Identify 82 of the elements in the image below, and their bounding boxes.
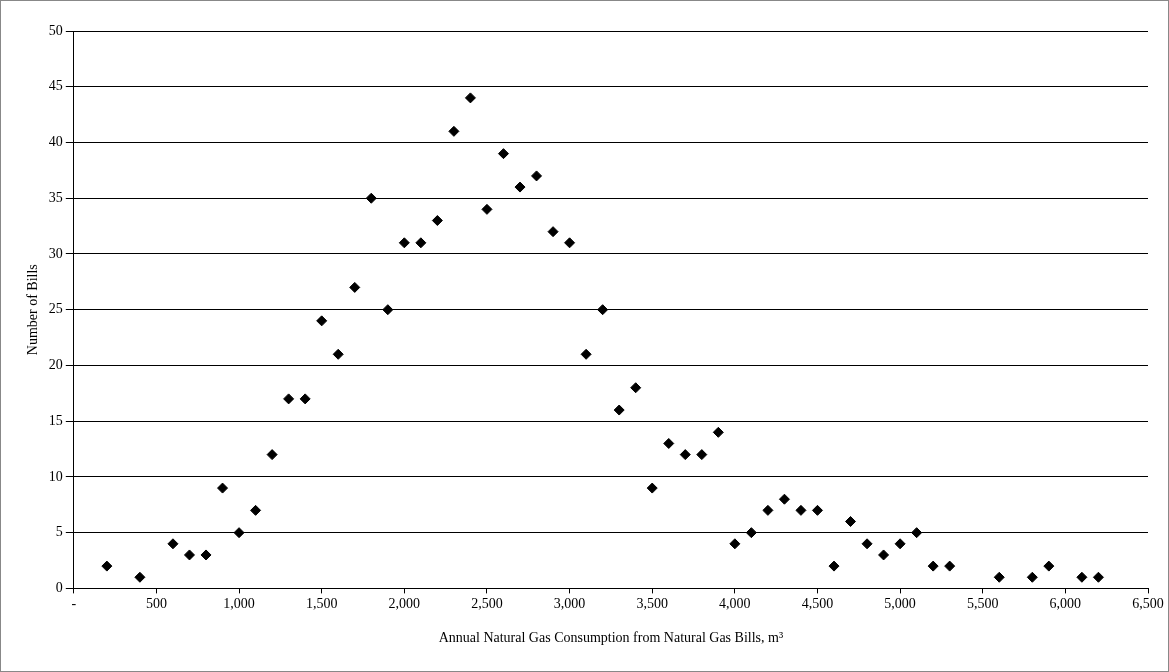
x-tick-label: 3,000 bbox=[553, 596, 586, 612]
point bbox=[795, 504, 807, 516]
y-tick-label: 35 bbox=[48, 189, 63, 205]
point bbox=[481, 203, 493, 215]
point bbox=[1076, 571, 1088, 583]
x-tick-label: 500 bbox=[145, 596, 167, 612]
point bbox=[299, 393, 311, 405]
point bbox=[382, 304, 394, 316]
point bbox=[663, 437, 675, 449]
point bbox=[878, 549, 890, 561]
x-tick-label: 3,500 bbox=[636, 596, 668, 612]
point bbox=[365, 192, 377, 204]
point bbox=[911, 527, 923, 539]
point bbox=[646, 482, 658, 494]
point bbox=[431, 215, 443, 227]
x-tick-label: 2,000 bbox=[388, 596, 421, 612]
point bbox=[778, 493, 790, 505]
point bbox=[316, 315, 328, 327]
point bbox=[828, 560, 840, 572]
point bbox=[845, 516, 857, 528]
x-tick-label: 6,500 bbox=[1132, 596, 1164, 612]
y-tick-label: 25 bbox=[48, 301, 63, 317]
x-tick-label: 5,500 bbox=[966, 596, 999, 612]
point bbox=[266, 449, 278, 461]
point bbox=[894, 538, 906, 550]
point bbox=[993, 571, 1005, 583]
y-tick-label: 40 bbox=[48, 134, 63, 150]
point bbox=[1026, 571, 1038, 583]
point bbox=[183, 549, 195, 561]
x-tick-label: 5,000 bbox=[884, 596, 916, 612]
point bbox=[861, 538, 873, 550]
x-tick-label: 1,000 bbox=[223, 596, 255, 612]
point bbox=[464, 92, 476, 104]
x-tick-label: 6,000 bbox=[1049, 596, 1082, 612]
point bbox=[927, 560, 939, 572]
x-tick-label: 4,000 bbox=[719, 596, 751, 612]
y-tick-label: 10 bbox=[48, 468, 63, 484]
y-tick-label: 45 bbox=[48, 78, 63, 94]
point bbox=[679, 449, 691, 461]
point bbox=[597, 304, 609, 316]
point bbox=[762, 504, 774, 516]
point bbox=[200, 549, 212, 561]
point bbox=[696, 449, 708, 461]
point bbox=[415, 237, 427, 249]
point bbox=[580, 348, 592, 360]
point bbox=[448, 125, 460, 137]
y-tick-label: 20 bbox=[48, 357, 63, 373]
point bbox=[217, 482, 229, 494]
point bbox=[745, 527, 757, 539]
y-tick-label: 5 bbox=[55, 524, 63, 540]
point bbox=[233, 527, 245, 539]
y-tick-label: 50 bbox=[48, 22, 63, 38]
x-tick-label: - bbox=[71, 596, 77, 612]
x-axis-title: Annual Natural Gas Consumption from Natural Gas Bills, m³ bbox=[438, 630, 784, 646]
point bbox=[497, 148, 509, 160]
point bbox=[613, 404, 625, 416]
point bbox=[514, 181, 526, 193]
point bbox=[564, 237, 576, 249]
point bbox=[630, 382, 642, 394]
x-tick-label: 1,500 bbox=[305, 596, 338, 612]
point bbox=[134, 571, 146, 583]
point bbox=[283, 393, 295, 405]
point bbox=[349, 281, 361, 293]
point bbox=[1092, 571, 1104, 583]
point bbox=[712, 426, 724, 438]
y-tick-label: 15 bbox=[48, 412, 63, 428]
point bbox=[101, 560, 113, 572]
point bbox=[531, 170, 543, 182]
point bbox=[944, 560, 956, 572]
point bbox=[332, 348, 344, 360]
point bbox=[547, 226, 559, 238]
point bbox=[250, 504, 262, 516]
x-tick-label: 4,500 bbox=[801, 596, 834, 612]
point bbox=[1043, 560, 1055, 572]
point bbox=[729, 538, 741, 550]
point bbox=[167, 538, 179, 550]
y-tick-label: 0 bbox=[55, 580, 63, 596]
y-tick-label: 30 bbox=[48, 245, 63, 261]
point bbox=[398, 237, 410, 249]
y-axis-title: Number of Bills bbox=[25, 264, 41, 356]
x-tick-label: 2,500 bbox=[471, 596, 503, 612]
point bbox=[811, 504, 823, 516]
